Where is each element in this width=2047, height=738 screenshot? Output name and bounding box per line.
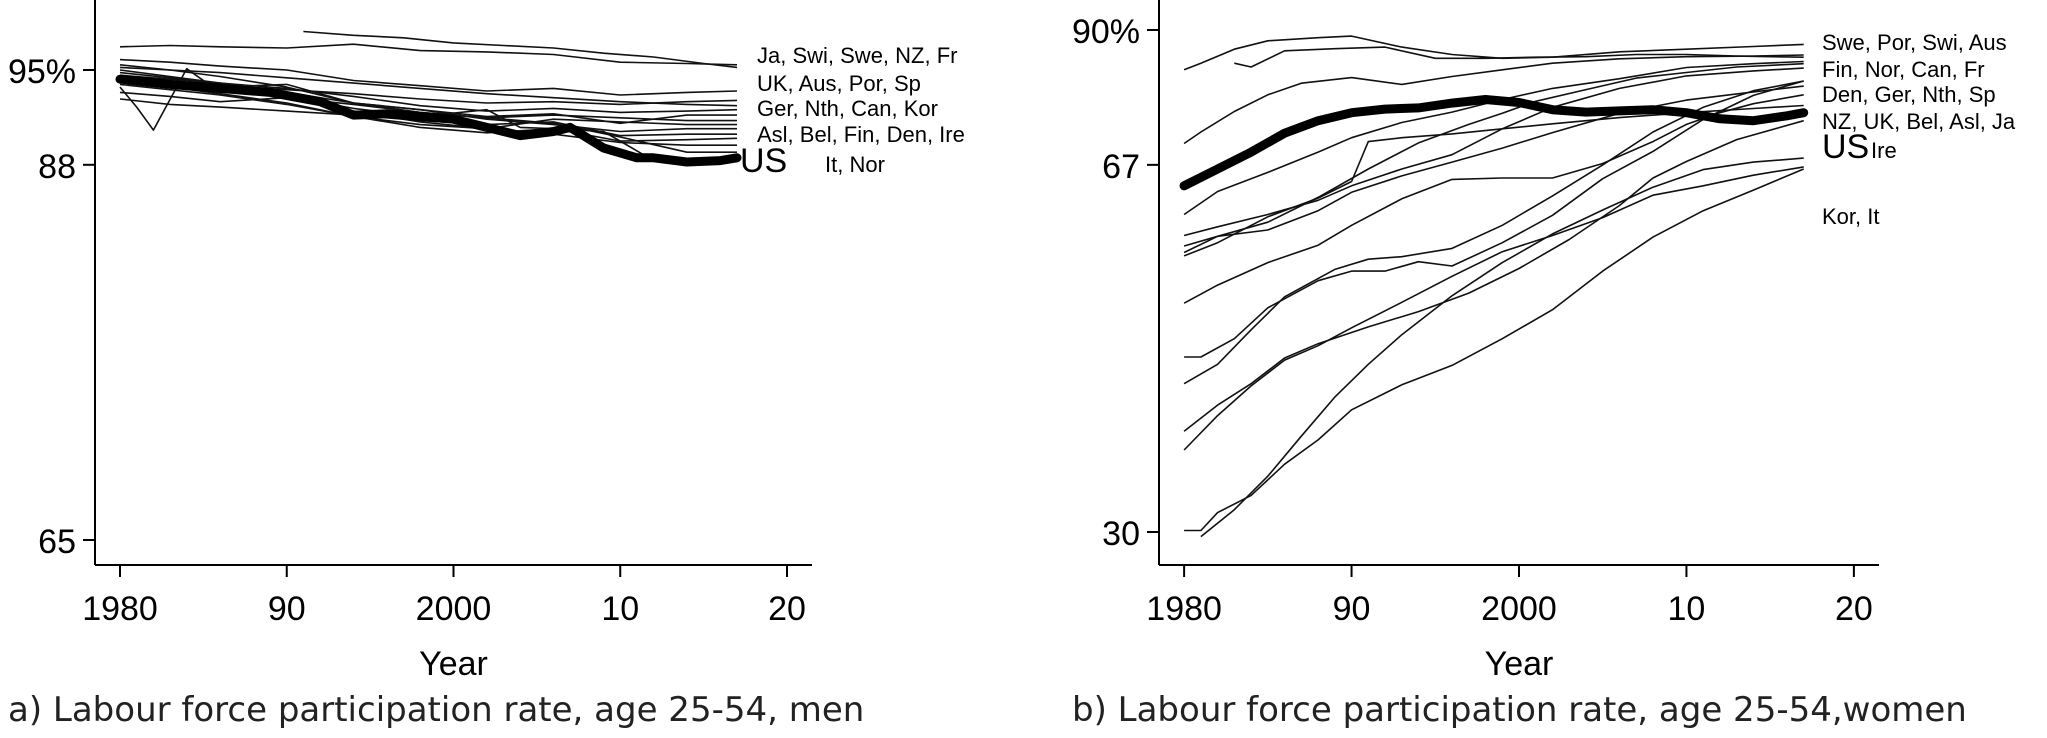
men-end-label-6: It, Nor [825,152,885,177]
women-country-line-7 [1183,85,1804,247]
women-country-line-3 [1183,54,1804,145]
men-x-tick-label: 1980 [82,590,158,628]
men-chart-panel: 95% 88 65 1980 90 2000 10 20 Year Ja, Swi, Swe, N… [0,0,1024,695]
men-country-line-2 [303,30,738,69]
men-end-label-1: Ja, Swi, Swe, NZ, Fr [757,43,957,68]
men-country-line-4 [119,66,738,107]
women-end-label-3: Den, Ger, Nth, Sp [1822,82,1996,107]
women-end-label-4: NZ, UK, Bel, Asl, Ja [1822,109,2016,134]
women-x-tick-label: 1980 [1146,590,1222,628]
women-chart-panel: 90% 67 30 1980 90 2000 10 20 Year Swe, Por, Swi, … [1024,0,2047,695]
women-y-tick-label: 67 [1102,148,1140,186]
men-country-line-3 [119,58,738,96]
women-x-tick-label: 90 [1333,590,1371,628]
women-chart-caption: b) Labour force participation rate, age … [1072,690,1967,730]
women-y-tick-label: 30 [1102,515,1140,553]
women-end-label-6: Ire [1871,138,1897,163]
women-x-tick-label: 2000 [1481,590,1557,628]
women-country-line-10 [1184,80,1804,358]
women-x-axis-title: Year [1485,645,1554,683]
men-x-tick-label: 20 [768,590,806,628]
women-end-label-5: US [1822,128,1869,166]
women-x-tick-label: 20 [1835,590,1873,628]
men-end-label-2: UK, Aus, Por, Sp [757,71,921,96]
women-country-line-4 [1183,60,1804,216]
men-end-label-4: Asl, Bel, Fin, Den, Ire [757,122,965,147]
men-country-line-12 [119,71,737,146]
men-country-line-9 [119,64,737,133]
men-country-line-11 [119,83,738,142]
men-x-tick-label: 90 [268,590,306,628]
women-us-line [1179,95,1809,191]
women-country-line-15 [1200,157,1804,538]
women-x-tick-label: 10 [1668,590,1706,628]
women-country-line-9 [1183,94,1804,304]
women-country-line-12 [1183,119,1804,432]
men-end-label-3: Ger, Nth, Can, Kor [757,96,938,121]
men-country-line-1 [119,43,738,66]
men-y-tick-label: 88 [38,148,76,186]
women-country-line-13 [1183,166,1804,451]
women-end-label-7: Kor, It [1822,204,1879,229]
men-x-tick-label: 2000 [416,590,492,628]
women-end-label-2: Fin, Nor, Can, Fr [1822,57,1985,82]
men-end-label-5: US [740,142,787,180]
women-country-line-1 [1183,35,1804,71]
women-country-line-6 [1183,67,1804,237]
men-y-tick-label: 65 [38,523,76,561]
women-country-line-11 [1183,80,1804,385]
women-country-line-8 [1183,104,1804,257]
men-x-tick-label: 10 [601,590,639,628]
women-country-line-2 [1234,46,1804,68]
women-end-label-1: Swe, Por, Swi, Aus [1822,30,2007,55]
men-us-line [115,74,742,167]
men-y-tick-label: 95% [8,53,76,91]
men-x-axis-title: Year [419,645,488,683]
women-country-line-5 [1183,62,1804,254]
women-y-tick-label: 90% [1072,13,1140,51]
men-chart-caption: a) Labour force participation rate, age … [8,690,865,730]
women-country-line-14 [1184,168,1805,532]
